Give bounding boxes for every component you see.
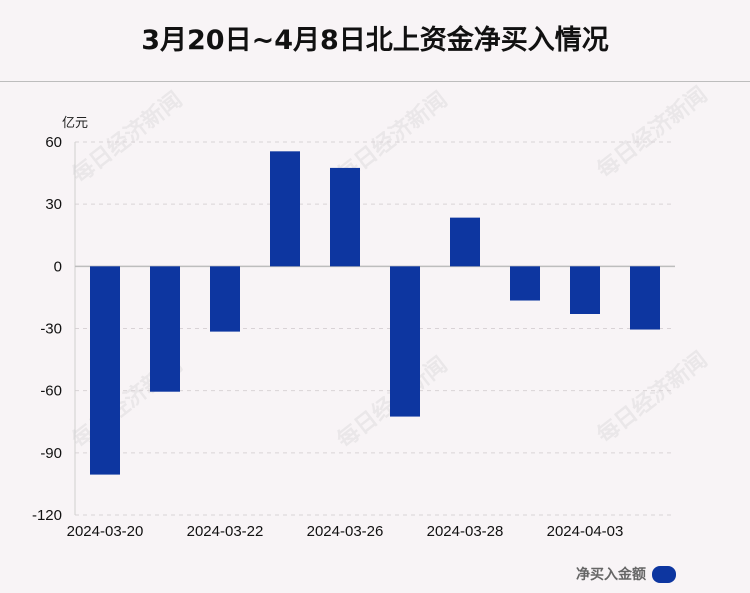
- bar-2024-03-28: [450, 217, 480, 267]
- y-tick-label: 60: [45, 134, 62, 151]
- bar-2024-04-08: [630, 266, 660, 330]
- bar-2024-03-29: [510, 266, 540, 301]
- bar-2024-03-22: [210, 266, 240, 332]
- y-tick-label: -30: [40, 321, 62, 338]
- chart-title: 3月20日~4月8日北上资金净买入情况: [141, 25, 609, 56]
- bar-2024-03-20: [90, 266, 120, 475]
- bar-2024-03-21: [150, 266, 180, 392]
- legend-label: 净买入金额: [576, 567, 646, 583]
- x-tick-label: 2024-03-20: [67, 523, 144, 540]
- x-tick-label: 2024-04-03: [547, 523, 624, 540]
- x-tick-label: 2024-03-28: [427, 523, 504, 540]
- x-tick-label: 2024-03-22: [187, 523, 264, 540]
- x-tick-labels: 2024-03-20 2024-03-22 2024-03-26 2024-03-28…: [67, 523, 624, 540]
- y-tick-label: -120: [32, 507, 62, 524]
- grid-lines: [75, 141, 675, 516]
- y-tick-label: 30: [45, 196, 62, 213]
- bar-2024-03-27: [390, 266, 420, 417]
- legend-swatch: [652, 565, 676, 583]
- y-tick-label: -90: [40, 445, 62, 462]
- title-divider: [0, 81, 750, 82]
- legend: 净买入金额: [576, 564, 676, 584]
- y-axis-unit: 亿元: [62, 116, 89, 131]
- x-tick-label: 2024-03-26: [307, 523, 384, 540]
- y-tick-label: 0: [54, 258, 62, 275]
- y-tick-labels: 60 30 0 -30 -60 -90 -120: [32, 134, 62, 524]
- y-tick-label: -60: [40, 383, 62, 400]
- bar-2024-04-03: [570, 266, 600, 314]
- bar-2024-03-26: [330, 167, 360, 267]
- bar-2024-03-25: [270, 151, 300, 267]
- bars: [90, 151, 660, 475]
